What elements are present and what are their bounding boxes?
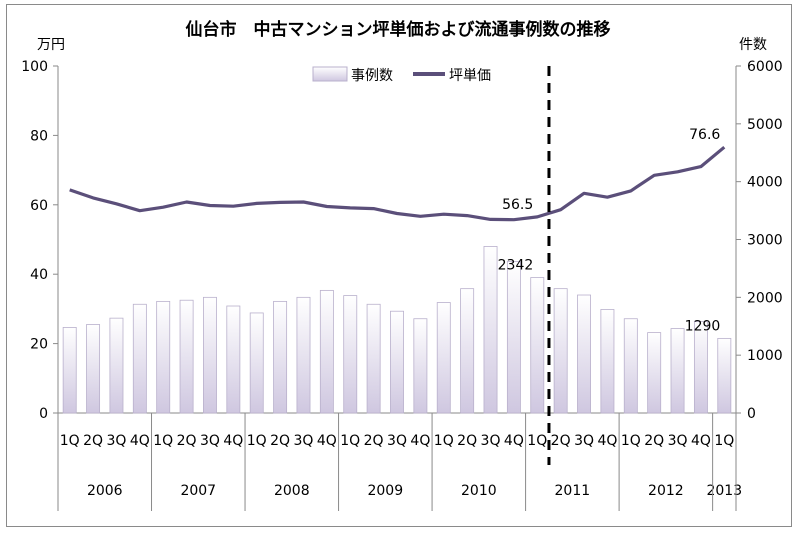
x-tick-label: 2Q (644, 433, 664, 449)
x-tick-label: 1Q (714, 433, 734, 449)
x-tick-label: 1Q (247, 433, 267, 449)
bar (553, 288, 568, 414)
x-tick-label: 4Q (597, 433, 617, 449)
bar (647, 332, 662, 414)
y-left-tick-label: 20 (30, 337, 48, 353)
bar (249, 312, 264, 414)
x-tick-label: 1Q (434, 433, 454, 449)
x-tick-label: 3Q (200, 433, 220, 449)
bar (436, 302, 451, 414)
bar (109, 317, 124, 414)
bar (179, 299, 194, 414)
legend: 事例数 坪単価 (312, 66, 491, 84)
x-tick-label: 2Q (364, 433, 384, 449)
y-left-tick-label: 80 (30, 128, 48, 144)
bar (390, 310, 404, 414)
y-left-unit: 万円 (37, 37, 65, 53)
bar (693, 321, 708, 414)
bar (506, 261, 521, 414)
bar (717, 337, 732, 414)
y-right-unit: 件数 (739, 37, 767, 53)
x-year-label: 2012 (648, 483, 684, 499)
y-left-tick-label: 60 (30, 198, 48, 214)
x-year-label: 2011 (555, 483, 591, 499)
x-tick-label: 3Q (574, 433, 594, 449)
y-left-tick-label: 0 (39, 406, 48, 422)
data-label: 76.6 (689, 127, 720, 143)
chart-title: 仙台市 中古マンション坪単価および流通事例数の推移 (186, 19, 611, 40)
y-right-tick-label: 6000 (747, 59, 783, 75)
y-right-tick-label: 4000 (747, 175, 783, 191)
y-right-tick-label: 5000 (747, 117, 783, 133)
y-right-tick-label: 1000 (747, 348, 783, 364)
x-tick-label: 4Q (130, 433, 150, 449)
x-year-label: 2010 (461, 483, 497, 499)
x-tick-label: 4Q (410, 433, 430, 449)
x-year-label: 2009 (367, 483, 403, 499)
y-left-tick-label: 100 (21, 59, 48, 75)
x-year-label: 2006 (87, 483, 123, 499)
x-tick-label: 2Q (83, 433, 103, 449)
bar (86, 324, 101, 414)
legend-bar-label: 事例数 (351, 68, 393, 84)
bar (319, 289, 334, 414)
bar (670, 328, 685, 414)
y-left-tick-label: 40 (30, 267, 48, 283)
plot-area: 020406080100010002000300040005000600056.… (21, 59, 783, 511)
chart-svg: 仙台市 中古マンション坪単価および流通事例数の推移 万円 件数 事例数 坪単価 … (21, 19, 783, 511)
bar (156, 300, 171, 414)
x-tick-label: 1Q (340, 433, 360, 449)
legend-line-label: 坪単価 (449, 68, 491, 84)
x-tick-label: 3Q (481, 433, 501, 449)
bar (343, 295, 358, 414)
bar (530, 277, 545, 414)
x-tick-label: 4Q (223, 433, 243, 449)
x-tick-label: 2Q (270, 433, 290, 449)
x-tick-label: 4Q (317, 433, 337, 449)
bar (296, 296, 311, 414)
data-label: 2342 (498, 258, 534, 274)
y-right-tick-label: 3000 (747, 233, 783, 249)
legend-bar-swatch (312, 66, 348, 82)
data-label: 1290 (685, 318, 721, 334)
y-right-tick-label: 0 (747, 406, 756, 422)
x-tick-label: 2Q (457, 433, 477, 449)
x-year-label: 2007 (180, 483, 216, 499)
x-tick-label: 3Q (294, 433, 314, 449)
x-tick-label: 1Q (153, 433, 173, 449)
y-right-tick-label: 2000 (747, 290, 783, 306)
x-tick-label: 4Q (504, 433, 524, 449)
bar (132, 303, 147, 414)
x-tick-label: 3Q (106, 433, 126, 449)
bar (226, 305, 241, 414)
x-tick-label: 4Q (691, 433, 711, 449)
bar (577, 294, 591, 414)
x-tick-label: 2Q (177, 433, 197, 449)
chart-frame: 仙台市 中古マンション坪単価および流通事例数の推移 万円 件数 事例数 坪単価 … (6, 4, 792, 527)
x-year-label: 2008 (274, 483, 310, 499)
bar (623, 318, 638, 414)
bar (366, 303, 381, 414)
bar (460, 288, 475, 414)
price-line (69, 145, 726, 222)
bar (203, 296, 217, 414)
x-tick-label: 1Q (60, 433, 80, 449)
x-tick-label: 2Q (551, 433, 571, 449)
bar (483, 246, 498, 414)
x-tick-label: 1Q (621, 433, 641, 449)
data-label: 56.5 (502, 197, 533, 213)
x-tick-label: 1Q (527, 433, 547, 449)
x-year-label: 2013 (706, 483, 742, 499)
bar (600, 309, 615, 414)
bar (273, 300, 288, 414)
bar (413, 318, 428, 414)
bar (62, 327, 77, 414)
x-tick-label: 3Q (387, 433, 407, 449)
x-tick-label: 3Q (668, 433, 688, 449)
